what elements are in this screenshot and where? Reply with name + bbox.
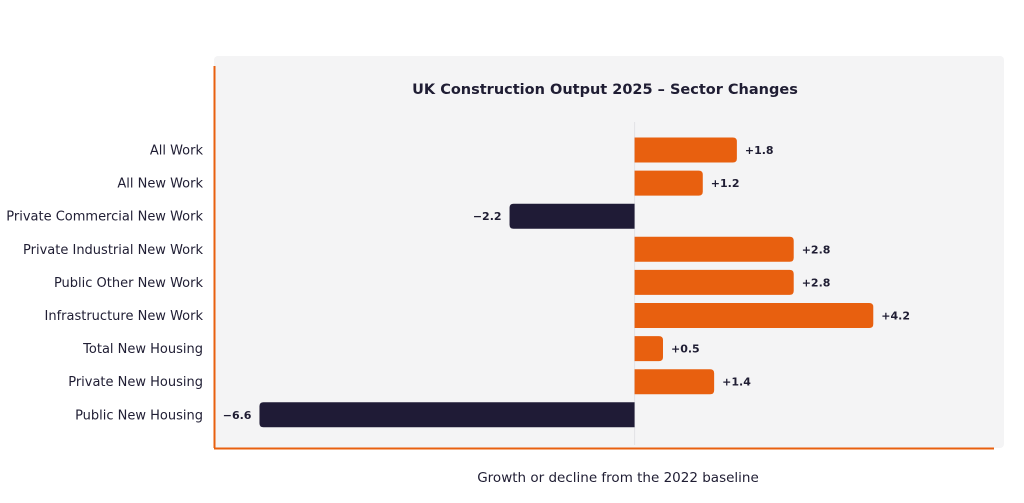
category-label-8: Public New Housing xyxy=(75,408,203,423)
bar-7 xyxy=(634,369,715,395)
value-label-8: −6.6 xyxy=(223,409,252,422)
bar-0 xyxy=(634,137,737,163)
category-label-6: Total New Housing xyxy=(82,342,203,357)
bar-6 xyxy=(634,336,663,362)
category-label-4: Public Other New Work xyxy=(54,276,204,291)
bar-2 xyxy=(509,203,635,229)
bar-5 xyxy=(634,303,874,328)
category-label-5: Infrastructure New Work xyxy=(45,309,204,324)
plot-panel xyxy=(214,56,1004,448)
value-label-6: +0.5 xyxy=(671,343,700,356)
bar-4 xyxy=(634,269,794,295)
value-label-0: +1.8 xyxy=(745,144,774,157)
bar-8 xyxy=(259,402,635,428)
bar-3 xyxy=(634,236,794,262)
chart-title: UK Construction Output 2025 – Sector Cha… xyxy=(412,82,798,98)
category-label-1: All New Work xyxy=(117,177,203,192)
category-label-2: Private Commercial New Work xyxy=(6,210,203,225)
category-label-7: Private New Housing xyxy=(68,375,203,390)
value-label-1: +1.2 xyxy=(711,177,740,190)
bar-1 xyxy=(634,170,703,196)
value-label-3: +2.8 xyxy=(802,243,831,256)
value-label-4: +2.8 xyxy=(802,276,831,289)
value-label-5: +4.2 xyxy=(881,310,910,323)
value-label-2: −2.2 xyxy=(473,210,502,223)
category-label-3: Private Industrial New Work xyxy=(23,243,203,258)
value-label-7: +1.4 xyxy=(722,376,751,389)
bars-group: All Work +1.8 All New Work +1.2 Private Comm… xyxy=(6,137,910,428)
x-axis-label: Growth or decline from the 2022 baseline xyxy=(477,470,759,486)
category-label-0: All Work xyxy=(150,144,204,159)
